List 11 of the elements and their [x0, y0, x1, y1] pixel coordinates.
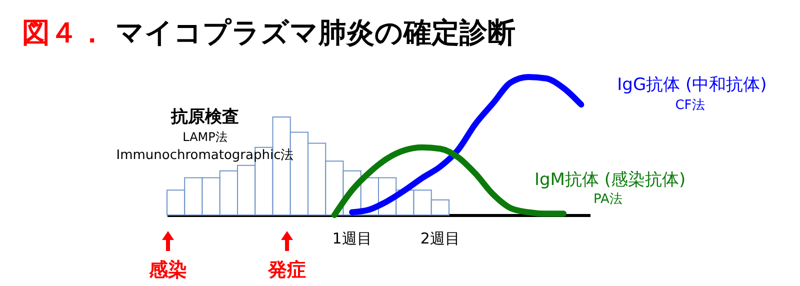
chart-title: 図４． マイコプラズマ肺炎の確定診断 [22, 15, 516, 51]
text: 感染 [148, 259, 187, 281]
text: PA法 [594, 192, 622, 207]
x-tick-label: 2週目 [420, 230, 460, 248]
text: IgG抗体 (中和抗体) [617, 75, 767, 95]
text: CF法 [675, 98, 705, 113]
series-label: 抗原検査 [170, 107, 239, 127]
x-tick-label: 1週目 [332, 230, 372, 248]
series-label: IgM抗体 (感染抗体) [534, 170, 686, 190]
text: 発症 [267, 259, 306, 281]
annotation: LAMP法 [182, 130, 228, 144]
